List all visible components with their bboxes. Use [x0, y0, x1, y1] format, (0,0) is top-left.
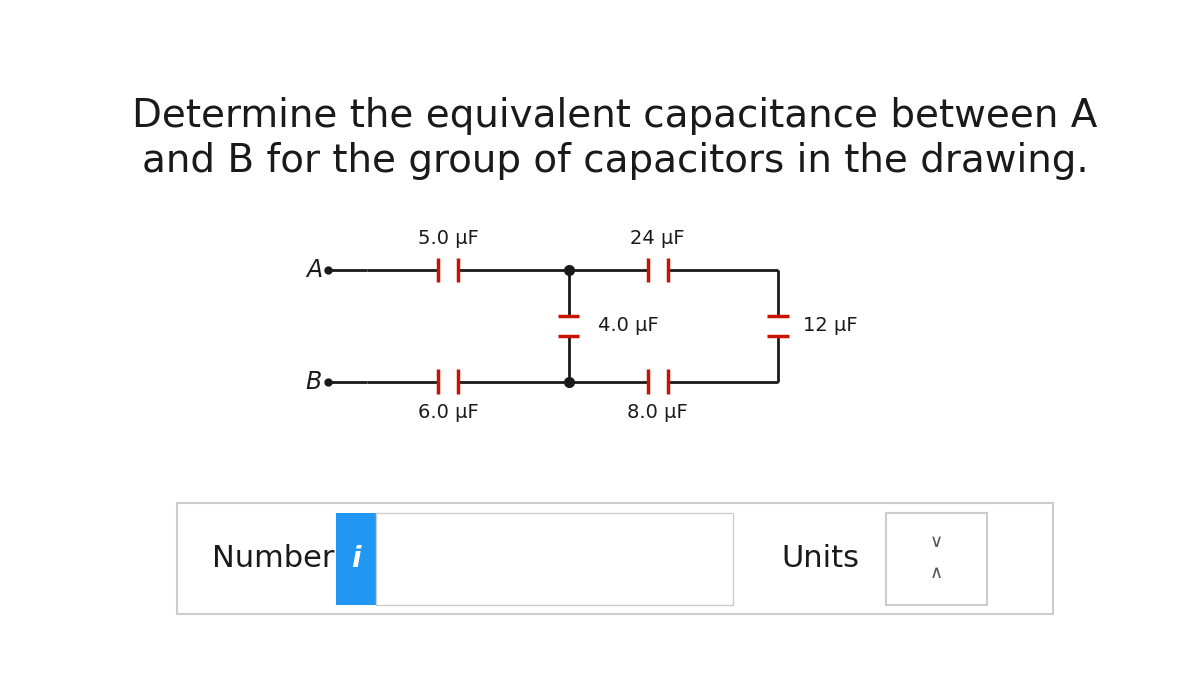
- FancyBboxPatch shape: [887, 512, 986, 605]
- Text: B: B: [306, 369, 322, 394]
- Text: 5.0 μF: 5.0 μF: [418, 229, 479, 248]
- Text: Determine the equivalent capacitance between A: Determine the equivalent capacitance bet…: [132, 97, 1098, 135]
- FancyBboxPatch shape: [377, 512, 733, 605]
- Text: ∨: ∨: [930, 533, 943, 551]
- Text: 6.0 μF: 6.0 μF: [418, 403, 479, 422]
- Text: and B for the group of capacitors in the drawing.: and B for the group of capacitors in the…: [142, 141, 1088, 180]
- FancyBboxPatch shape: [336, 512, 377, 605]
- Text: 8.0 μF: 8.0 μF: [628, 403, 688, 422]
- Text: A: A: [306, 258, 322, 282]
- Text: Number: Number: [212, 544, 335, 573]
- Text: 24 μF: 24 μF: [630, 229, 685, 248]
- Text: 12 μF: 12 μF: [803, 316, 857, 335]
- Text: 4.0 μF: 4.0 μF: [598, 316, 659, 335]
- Text: ∧: ∧: [930, 564, 943, 581]
- Text: Units: Units: [781, 544, 859, 573]
- FancyBboxPatch shape: [178, 503, 1052, 614]
- Text: i: i: [352, 545, 361, 573]
